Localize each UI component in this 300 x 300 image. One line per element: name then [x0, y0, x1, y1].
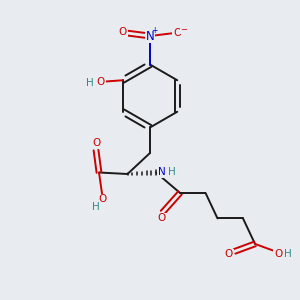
- Text: O: O: [119, 27, 127, 38]
- Text: O: O: [98, 194, 107, 205]
- Text: H: H: [168, 167, 176, 177]
- Text: O: O: [92, 138, 101, 148]
- Text: O: O: [274, 249, 283, 260]
- Text: N: N: [158, 167, 165, 177]
- Text: −: −: [180, 25, 187, 34]
- Text: H: H: [86, 78, 94, 88]
- Text: O: O: [97, 77, 105, 87]
- Text: H: H: [284, 249, 291, 260]
- Text: +: +: [151, 26, 157, 35]
- Text: O: O: [224, 249, 233, 260]
- Text: H: H: [92, 202, 99, 212]
- Text: N: N: [146, 29, 154, 43]
- Text: O: O: [158, 213, 166, 224]
- Text: O: O: [173, 28, 181, 38]
